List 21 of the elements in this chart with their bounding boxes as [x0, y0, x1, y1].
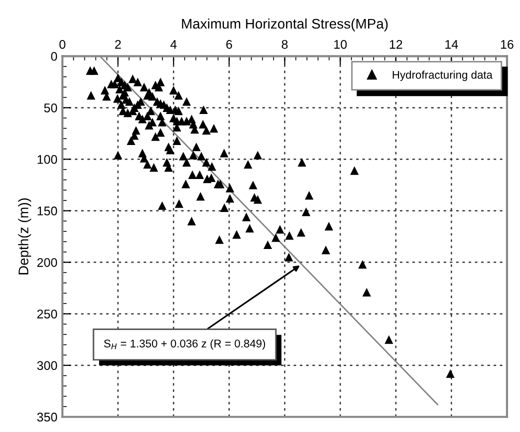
y-tick-label: 250 [37, 310, 58, 318]
y-tick-label: 50 [44, 103, 58, 112]
x-tick-label: 16 [501, 40, 514, 49]
x-tick-label: 14 [445, 40, 458, 49]
legend-label: Hydrofracturing data [392, 70, 493, 81]
y-tick-label: 200 [37, 258, 58, 267]
x-tick-label: 10 [334, 40, 347, 49]
x-tick-label: 4 [170, 40, 177, 49]
x-tick-label: 0 [59, 40, 66, 49]
x-tick-label: 8 [282, 40, 288, 49]
x-tick-label: 12 [390, 40, 402, 49]
x-axis-title: Maximum Horizontal Stress(MPa) [182, 18, 388, 32]
y-tick-label: 100 [38, 155, 58, 164]
x-tick-label: 6 [226, 40, 232, 49]
y-tick-label: 300 [37, 361, 58, 370]
y-tick-label: 150 [38, 206, 58, 216]
y-tick-label: 350 [37, 412, 58, 422]
x-tick-label: 2 [115, 40, 121, 49]
y-tick-label: 0 [51, 52, 58, 61]
annotation: S$_{H}$ = 1.350 + 0.036 z (R = 0.849) [104, 339, 266, 350]
y-axis-title: Depth(z (m)) [18, 198, 32, 274]
